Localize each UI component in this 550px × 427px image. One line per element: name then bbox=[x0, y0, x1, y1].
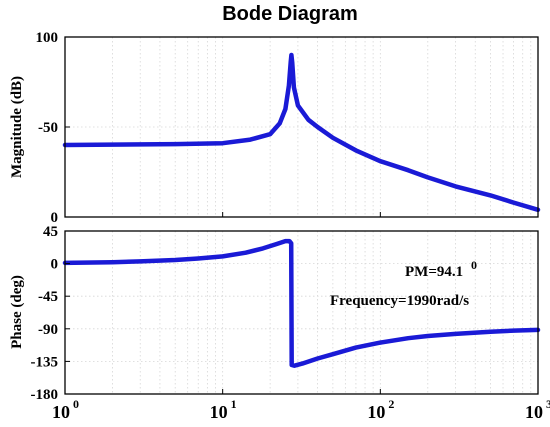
phase-y-tick-label: -45 bbox=[38, 289, 58, 305]
magnitude-y-tick-label: 0 bbox=[51, 210, 59, 226]
x-tick-exponent: 2 bbox=[388, 397, 394, 411]
chart-title: Bode Diagram bbox=[222, 3, 358, 25]
magnitude-y-ticks: 100 -50 0 bbox=[36, 30, 70, 226]
magnitude-y-tick-label: 100 bbox=[36, 30, 59, 46]
magnitude-curve bbox=[62, 52, 541, 213]
phase-series-line bbox=[62, 238, 541, 368]
phase-y-tick-label: 0 bbox=[51, 257, 59, 273]
x-tick-label: 10 bbox=[525, 402, 543, 422]
phase-y-tick-label: -90 bbox=[38, 322, 58, 338]
phase-grid bbox=[65, 231, 538, 394]
x-tick-exponent: 1 bbox=[231, 397, 237, 411]
magnitude-series-line bbox=[62, 52, 541, 213]
x-tick-exponent: 0 bbox=[73, 397, 79, 411]
phase-y-ticks: 45 0 -45 -90 -135 -180 bbox=[31, 224, 70, 403]
phase-curve bbox=[62, 238, 541, 368]
phase-y-axis-label: Phase (deg) bbox=[9, 275, 25, 349]
phase-y-tick-label: -135 bbox=[31, 354, 59, 370]
magnitude-y-tick-label: -50 bbox=[38, 120, 58, 136]
phase-plot-area bbox=[65, 231, 538, 394]
magnitude-y-axis-label: Magnitude (dB) bbox=[9, 76, 25, 178]
magnitude-grid bbox=[65, 37, 538, 217]
phase-margin-annotation: PM=94.1 0 bbox=[405, 258, 477, 280]
phase-axes-frame bbox=[64, 230, 539, 395]
phase-margin-degree-sup: 0 bbox=[471, 258, 477, 272]
x-axis-ticks: 10 0 10 1 10 2 10 3 bbox=[52, 212, 550, 422]
x-tick-label: 10 bbox=[367, 402, 385, 422]
phase-y-tick-label: -180 bbox=[31, 387, 59, 403]
phase-y-tick-label: 45 bbox=[43, 224, 58, 240]
frequency-annotation: Frequency=1990rad/s bbox=[330, 293, 469, 309]
x-tick-exponent: 3 bbox=[546, 397, 550, 411]
x-tick-label: 10 bbox=[52, 402, 70, 422]
phase-margin-text: PM=94.1 bbox=[405, 264, 463, 280]
svg-text:PM=94.1: PM=94.1 bbox=[405, 264, 463, 280]
x-tick-label: 10 bbox=[210, 402, 228, 422]
